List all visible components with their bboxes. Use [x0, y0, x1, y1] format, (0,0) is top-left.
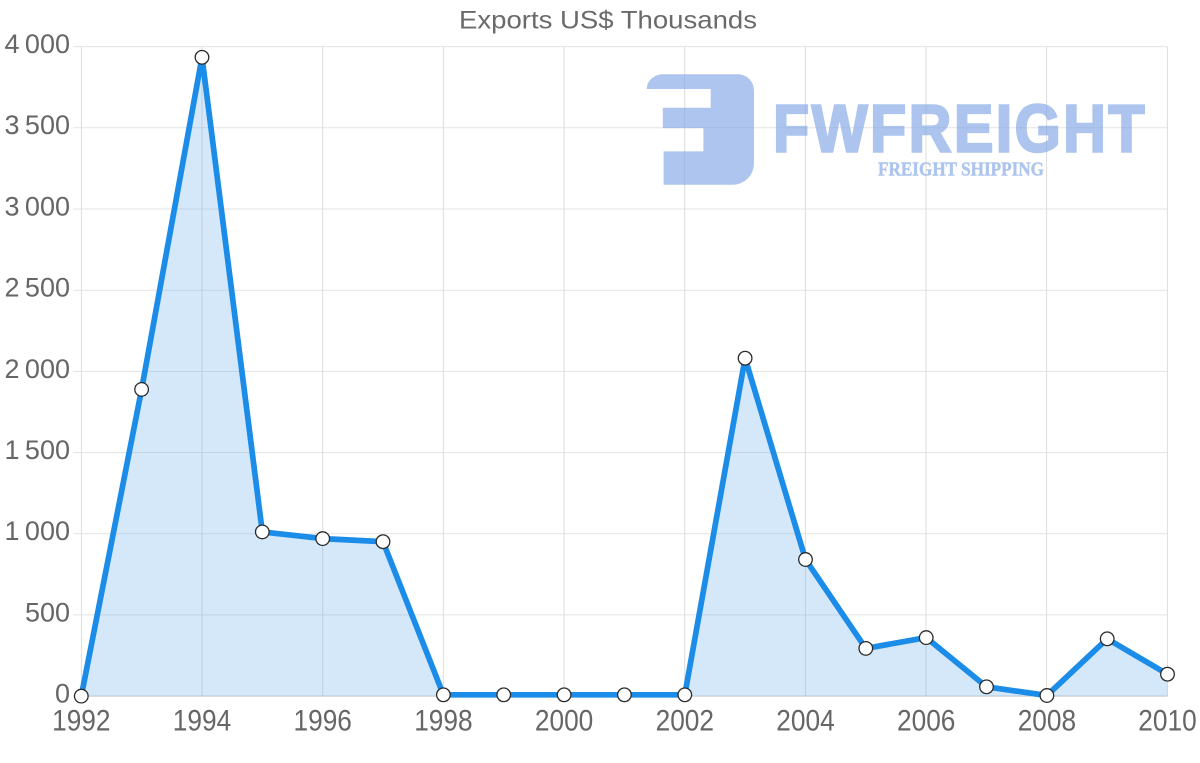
svg-text:2004: 2004 [776, 704, 834, 737]
svg-text:1994: 1994 [173, 704, 231, 737]
svg-text:1 000: 1 000 [5, 516, 70, 546]
svg-text:1 500: 1 500 [5, 435, 70, 465]
svg-text:FREIGHT SHIPPING: FREIGHT SHIPPING [878, 159, 1044, 181]
svg-text:3 500: 3 500 [5, 110, 70, 140]
svg-text:2008: 2008 [1018, 704, 1076, 737]
svg-text:1998: 1998 [414, 704, 472, 737]
svg-text:500: 500 [25, 597, 70, 627]
svg-text:2010: 2010 [1138, 704, 1196, 737]
svg-text:2006: 2006 [897, 704, 955, 737]
svg-text:3 000: 3 000 [5, 191, 70, 221]
svg-text:2 500: 2 500 [5, 273, 70, 303]
svg-text:FWFREIGHT: FWFREIGHT [773, 91, 1147, 166]
svg-text:1996: 1996 [294, 704, 352, 737]
svg-text:2002: 2002 [656, 704, 714, 737]
svg-text:Exports US$ Thousands: Exports US$ Thousands [459, 7, 757, 35]
svg-text:4 000: 4 000 [5, 29, 70, 59]
svg-text:2000: 2000 [535, 704, 593, 737]
svg-text:1992: 1992 [52, 704, 110, 737]
svg-text:0: 0 [55, 679, 70, 709]
svg-text:2 000: 2 000 [5, 354, 70, 384]
